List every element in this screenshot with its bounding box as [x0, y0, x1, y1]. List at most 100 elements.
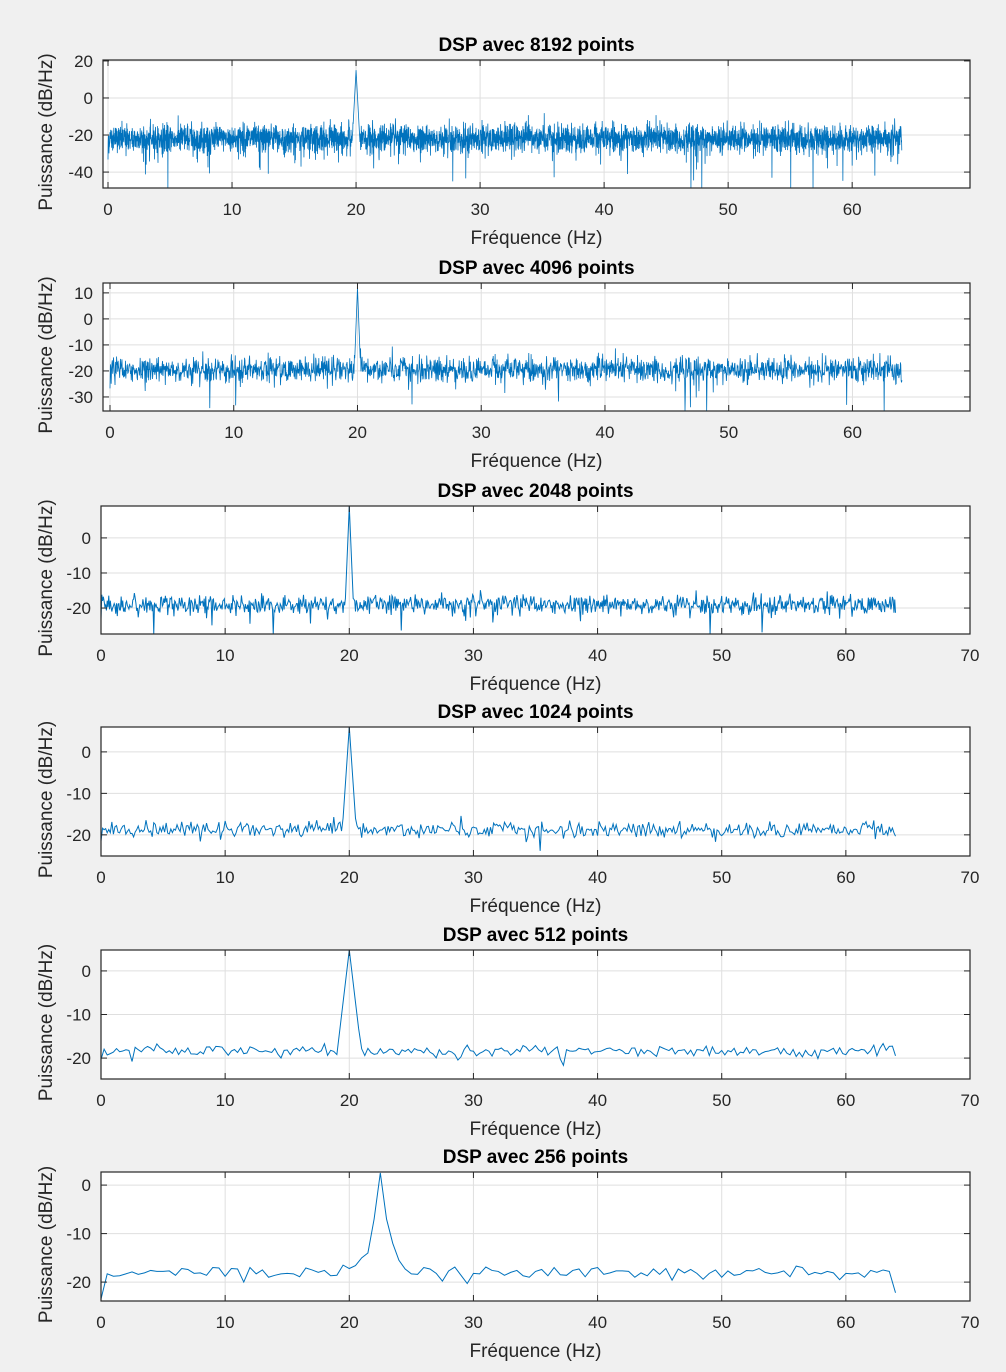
y-tick-label: 0: [84, 310, 93, 329]
y-tick-label: -20: [66, 1273, 91, 1292]
y-axis-label: Puissance (dB/Hz): [36, 53, 57, 210]
axes-box: [100, 505, 971, 635]
plot-area: [103, 60, 970, 188]
subplot-4: 0 10 20 30 40 50 60 70 0 -10 -20 DSP avec 512 point…: [36, 925, 979, 1140]
y-tick-label: 20: [74, 52, 93, 71]
y-axis-label: Puissance (dB/Hz): [36, 721, 57, 878]
subplot-3: 0 10 20 30 40 50 60 70 0 -10 -20 DSP avec 1024 poin…: [36, 702, 979, 917]
x-tick-label: 60: [836, 868, 855, 887]
x-tick-label: 10: [223, 200, 242, 219]
y-tick-label: 0: [82, 743, 91, 762]
x-tick-label: 10: [224, 423, 243, 442]
subplot-2: 0 10 20 30 40 50 60 70 0 -10 -20 DSP avec 2048 poin…: [36, 481, 979, 695]
x-tick-label: 20: [340, 646, 359, 665]
y-axis-label: Puissance (dB/Hz): [36, 276, 57, 433]
x-tick-label: 10: [216, 646, 235, 665]
plot-area: [103, 283, 970, 411]
y-tick-label: 0: [84, 89, 93, 108]
series-line: [101, 1172, 896, 1300]
x-axis-label: Fréquence (Hz): [471, 228, 603, 249]
x-tick-label: 10: [216, 1091, 235, 1110]
axes-box: [100, 1171, 971, 1302]
x-tick-label: 50: [719, 423, 738, 442]
y-tick-label: 0: [82, 1176, 91, 1195]
x-tick-label: 50: [712, 646, 731, 665]
x-tick-label: 0: [103, 200, 112, 219]
axes-box: [100, 726, 971, 857]
chart-title: DSP avec 8192 points: [438, 35, 634, 56]
x-tick-label: 60: [843, 423, 862, 442]
x-tick-label: 70: [961, 1091, 980, 1110]
x-tick-label: 60: [836, 646, 855, 665]
x-tick-label: 70: [961, 1313, 980, 1332]
x-tick-label: 40: [588, 646, 607, 665]
series-line: [101, 506, 897, 634]
y-tick-label: -10: [68, 336, 93, 355]
axes-box: [102, 59, 971, 189]
x-tick-label: 50: [712, 1091, 731, 1110]
y-axis-label: Puissance (dB/Hz): [36, 944, 57, 1101]
x-axis-label: Fréquence (Hz): [470, 1341, 602, 1362]
y-tick-label: -30: [68, 388, 93, 407]
y-tick-label: -20: [66, 599, 91, 618]
subplot-1: 0 10 20 30 40 50 60 10 0 -10 -20 -30 DSP avec 4096 p…: [36, 258, 971, 472]
chart-title: DSP avec 512 points: [443, 925, 629, 946]
y-tick-label: -10: [66, 784, 91, 803]
x-tick-label: 40: [595, 200, 614, 219]
x-tick-label: 60: [836, 1091, 855, 1110]
series-line: [101, 950, 896, 1067]
x-tick-label: 30: [471, 200, 490, 219]
x-axis-label: Fréquence (Hz): [471, 451, 603, 472]
x-tick-label: 30: [464, 868, 483, 887]
x-tick-label: 30: [464, 646, 483, 665]
series-line: [107, 70, 903, 188]
x-tick-label: 10: [216, 868, 235, 887]
chart-title: DSP avec 256 points: [443, 1147, 629, 1168]
y-axis-label: Puissance (dB/Hz): [36, 1166, 57, 1323]
x-tick-label: 40: [588, 1091, 607, 1110]
x-tick-label: 20: [340, 1091, 359, 1110]
y-tick-label: -20: [66, 1049, 91, 1068]
x-tick-label: 30: [464, 1313, 483, 1332]
y-tick-label: 0: [82, 962, 91, 981]
x-axis-label: Fréquence (Hz): [470, 674, 602, 695]
plot-area: [101, 727, 970, 856]
subplot-0: 0 10 20 30 40 50 60 20 0 -20 -40 DSP avec 8192 poin…: [36, 35, 971, 249]
x-tick-label: 20: [340, 868, 359, 887]
x-tick-label: 40: [588, 868, 607, 887]
y-tick-label: -20: [68, 126, 93, 145]
x-tick-label: 70: [961, 868, 980, 887]
x-tick-label: 30: [472, 423, 491, 442]
y-tick-label: -10: [66, 1006, 91, 1025]
x-tick-label: 50: [719, 200, 738, 219]
x-tick-label: 20: [347, 200, 366, 219]
y-tick-label: -20: [66, 826, 91, 845]
x-tick-label: 10: [216, 1313, 235, 1332]
x-tick-label: 20: [348, 423, 367, 442]
x-tick-label: 0: [105, 423, 114, 442]
x-tick-label: 0: [96, 1313, 105, 1332]
y-tick-label: 10: [74, 284, 93, 303]
y-tick-label: -20: [68, 362, 93, 381]
series-line: [109, 287, 903, 411]
chart-title: DSP avec 2048 points: [437, 481, 633, 502]
y-axis-label: Puissance (dB/Hz): [36, 499, 57, 656]
x-tick-label: 70: [961, 646, 980, 665]
x-tick-label: 50: [712, 1313, 731, 1332]
x-axis-label: Fréquence (Hz): [470, 1119, 602, 1140]
subplot-5: 0 10 20 30 40 50 60 70 0 -10 -20 DSP avec 256 point…: [36, 1147, 979, 1362]
x-tick-label: 20: [340, 1313, 359, 1332]
x-tick-label: 0: [96, 1091, 105, 1110]
plot-area: [101, 1172, 970, 1301]
x-tick-label: 50: [712, 868, 731, 887]
y-tick-label: -40: [68, 163, 93, 182]
x-tick-label: 40: [588, 1313, 607, 1332]
chart-title: DSP avec 1024 points: [437, 702, 633, 723]
x-tick-label: 0: [96, 868, 105, 887]
y-tick-label: -10: [66, 564, 91, 583]
x-tick-label: 60: [843, 200, 862, 219]
x-tick-label: 60: [836, 1313, 855, 1332]
chart-title: DSP avec 4096 points: [438, 258, 634, 279]
x-tick-label: 30: [464, 1091, 483, 1110]
